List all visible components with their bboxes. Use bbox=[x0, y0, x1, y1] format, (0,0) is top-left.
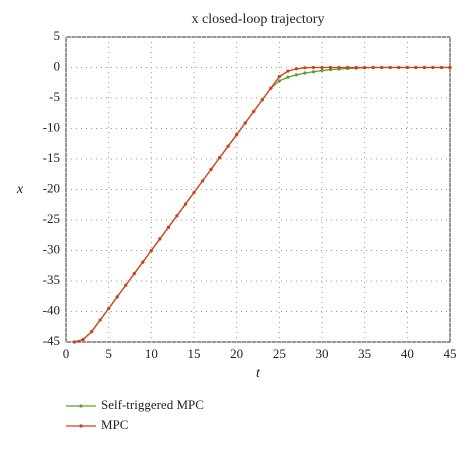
data-point bbox=[294, 73, 298, 77]
data-point bbox=[192, 190, 196, 195]
y-tick-label: -35 bbox=[43, 272, 60, 287]
data-point bbox=[218, 156, 222, 160]
data-point bbox=[132, 272, 136, 276]
data-point bbox=[124, 283, 128, 287]
data-point bbox=[311, 70, 316, 74]
data-point bbox=[277, 79, 281, 83]
y-tick-label: 0 bbox=[54, 58, 61, 73]
data-point bbox=[294, 67, 298, 71]
data-point bbox=[346, 65, 350, 70]
y-tick-label: -40 bbox=[43, 302, 60, 317]
data-point bbox=[320, 68, 324, 73]
data-point bbox=[380, 65, 384, 70]
x-tick-label: 30 bbox=[316, 346, 329, 361]
data-point bbox=[431, 65, 435, 70]
plot-frame bbox=[65, 36, 451, 343]
data-point bbox=[286, 75, 290, 79]
data-point bbox=[141, 260, 145, 264]
data-point bbox=[414, 65, 418, 70]
data-point bbox=[72, 340, 77, 344]
x-tick-label: 35 bbox=[358, 346, 371, 361]
data-point bbox=[269, 86, 273, 90]
y-tick-label: -5 bbox=[49, 89, 60, 104]
data-point bbox=[98, 318, 102, 322]
data-point bbox=[337, 65, 341, 70]
y-tick-label: -10 bbox=[43, 119, 60, 134]
data-point bbox=[303, 71, 307, 75]
data-point bbox=[81, 337, 85, 342]
x-axis-label: t bbox=[256, 366, 261, 381]
legend-label: Self-triggered MPC bbox=[101, 397, 204, 412]
y-tick-label: -15 bbox=[43, 150, 60, 165]
data-point bbox=[226, 144, 230, 148]
data-point bbox=[260, 98, 264, 102]
data-point bbox=[388, 65, 392, 70]
x-tick-label: 40 bbox=[401, 346, 414, 361]
x-tick-label: 10 bbox=[145, 346, 158, 361]
data-point bbox=[422, 65, 426, 70]
data-point bbox=[235, 133, 239, 137]
data-point bbox=[448, 65, 452, 70]
series-line bbox=[74, 66, 450, 343]
x-tick-label: 45 bbox=[444, 346, 457, 361]
y-tick-label: -30 bbox=[43, 241, 60, 256]
legend-marker bbox=[79, 424, 83, 428]
data-point bbox=[363, 65, 367, 70]
data-point bbox=[209, 167, 213, 171]
x-tick-label: 5 bbox=[105, 346, 112, 361]
data-point bbox=[286, 69, 290, 73]
data-point bbox=[405, 65, 409, 70]
data-point bbox=[166, 225, 170, 229]
data-point bbox=[328, 65, 333, 70]
x-tick-label: 0 bbox=[63, 346, 70, 361]
data-point bbox=[277, 75, 281, 79]
data-point bbox=[354, 65, 358, 70]
data-point bbox=[243, 121, 247, 125]
data-point bbox=[158, 237, 162, 241]
data-point bbox=[200, 179, 205, 183]
legend-label: MPC bbox=[101, 417, 128, 432]
x-tick-label: 20 bbox=[230, 346, 243, 361]
data-point bbox=[252, 109, 256, 114]
chart-title: x closed-loop trajectory bbox=[192, 12, 325, 27]
series-line bbox=[74, 66, 450, 343]
legend-marker bbox=[79, 404, 83, 408]
y-tick-label: -45 bbox=[43, 333, 60, 348]
data-point bbox=[439, 65, 444, 70]
x-tick-label: 25 bbox=[273, 346, 286, 361]
data-point bbox=[115, 295, 119, 299]
data-point bbox=[175, 214, 179, 218]
y-tick-label: -25 bbox=[43, 211, 60, 226]
data-point bbox=[311, 65, 316, 70]
data-point bbox=[303, 66, 307, 70]
x-tick-label: 15 bbox=[188, 346, 201, 361]
data-point bbox=[107, 306, 111, 311]
data-point bbox=[397, 65, 401, 70]
y-tick-label: 5 bbox=[54, 28, 61, 43]
y-axis-label: x bbox=[16, 182, 24, 197]
y-tick-label: -20 bbox=[43, 180, 60, 195]
data-point bbox=[183, 202, 188, 206]
data-point bbox=[149, 248, 153, 253]
data-point bbox=[90, 330, 94, 334]
data-point bbox=[371, 65, 375, 70]
data-point bbox=[320, 65, 324, 70]
